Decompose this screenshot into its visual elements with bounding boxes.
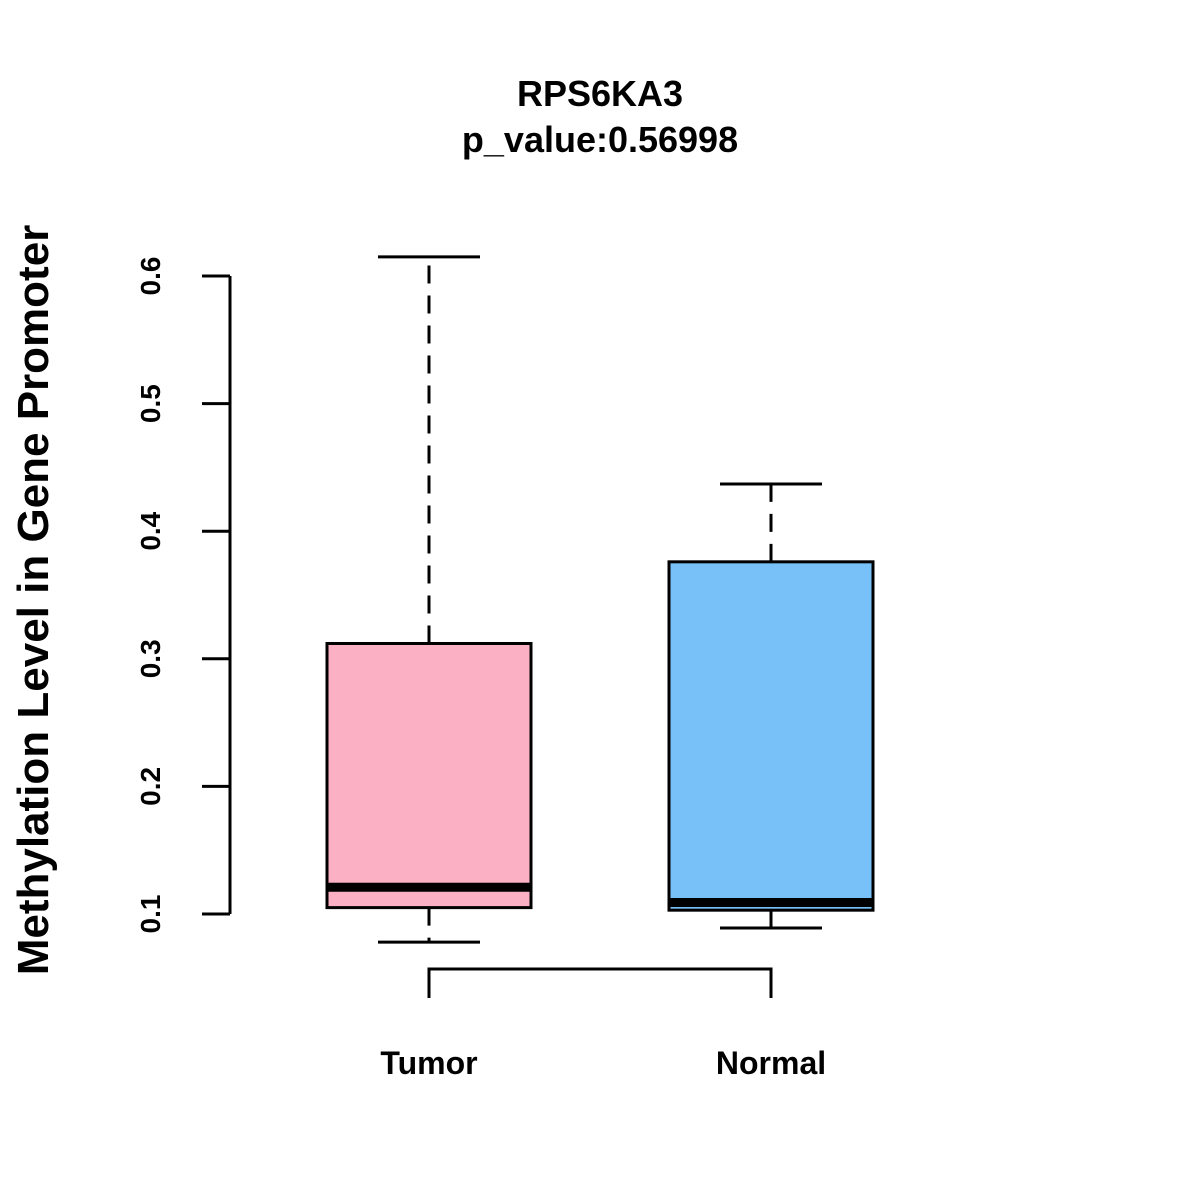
chart-title: RPS6KA3 xyxy=(517,73,683,114)
category-label: Normal xyxy=(716,1045,826,1081)
y-tick-label: 0.3 xyxy=(135,639,166,678)
y-tick-label: 0.4 xyxy=(135,511,166,550)
y-axis-label: Methylation Level in Gene Promoter xyxy=(9,225,58,976)
iqr-box xyxy=(325,641,533,910)
comparison-bracket xyxy=(427,967,773,998)
boxes xyxy=(325,255,875,944)
bracket-line xyxy=(427,967,773,998)
category-labels: Tumor Normal xyxy=(380,1045,826,1081)
y-tick-label: 0.1 xyxy=(135,895,166,934)
box-tumor xyxy=(325,255,533,944)
y-axis-ticks: 0.1 0.2 0.3 0.4 0.5 0.6 xyxy=(135,257,230,934)
y-tick-label: 0.2 xyxy=(135,767,166,806)
box-normal xyxy=(667,482,875,930)
y-tick-label: 0.5 xyxy=(135,384,166,423)
chart-subtitle: p_value:0.56998 xyxy=(462,119,738,160)
iqr-box xyxy=(667,560,875,912)
category-label: Tumor xyxy=(380,1045,477,1081)
y-tick-label: 0.6 xyxy=(135,257,166,296)
